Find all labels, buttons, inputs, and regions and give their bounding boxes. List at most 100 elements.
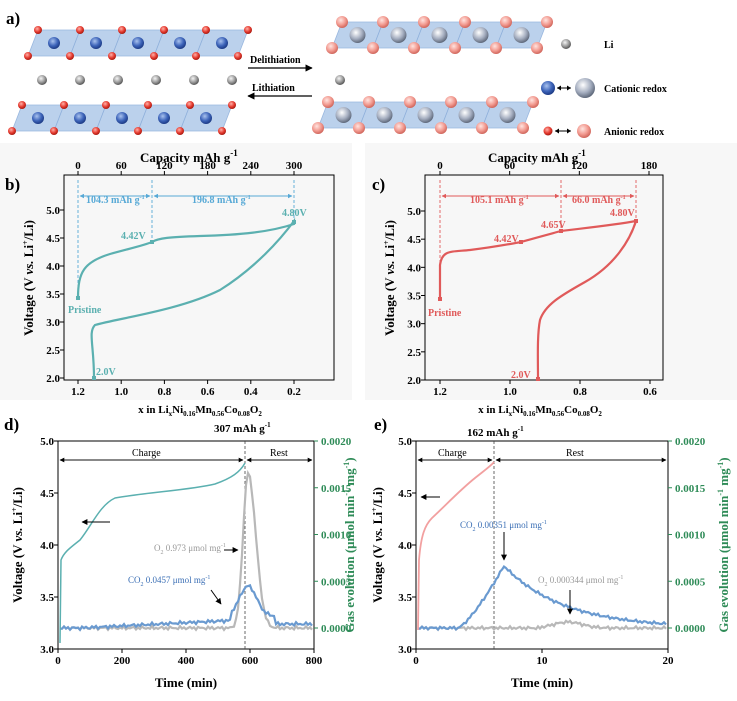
cationic-redox-icon (575, 78, 595, 98)
tick-label: 2.0 (407, 375, 421, 387)
tick-label: 0.8 (158, 386, 172, 398)
oxygen-atom (144, 101, 152, 109)
oxygen-atom (336, 16, 348, 28)
panel-b-background (0, 143, 352, 400)
tm-atom (116, 112, 128, 124)
panel-c-y-ticks: 2.0 2.5 3.0 3.5 4.0 4.5 5.0 (407, 206, 425, 387)
tick-label: 5.0 (46, 205, 60, 217)
panel-c-point-442: 4.42V (494, 234, 520, 245)
tm-atom (431, 27, 448, 43)
tm-atom (390, 27, 407, 43)
tm-atom (513, 27, 530, 43)
panel-d-xlabel: Time (min) (155, 675, 217, 690)
tick-label: 3.5 (40, 592, 54, 604)
oxygen-atom (408, 42, 420, 54)
panel-c-point-480: 4.80V (610, 208, 636, 219)
panel-d-co2-curve (60, 583, 313, 632)
tick-label: 5.0 (407, 206, 421, 218)
oxygen-atom (60, 101, 68, 109)
tick-label: 3.5 (398, 592, 412, 604)
tm-atom (472, 27, 489, 43)
panel-c-guides (439, 180, 637, 298)
anionic-arrowheads-icon (555, 128, 571, 134)
oxygen-atom (531, 42, 543, 54)
panel-b-x-ticks: 1.2 1.0 0.8 0.6 0.4 0.2 (71, 380, 301, 398)
crystal-lithiated (8, 26, 252, 135)
tick-label: 2.5 (407, 347, 421, 359)
panel-c: c) Capacity mAh g-1 0 60 120 180 2.0 2.5 3.0 3… (365, 143, 737, 418)
tick-label: 1.2 (71, 386, 85, 398)
oxygen-atom (92, 127, 100, 135)
tm-atom (376, 107, 393, 123)
oxygen-atom (18, 101, 26, 109)
tm-atom (48, 37, 60, 49)
panel-d-label: d) (4, 415, 19, 434)
oxygen-atom (234, 52, 242, 60)
tick-label: 0.8 (573, 386, 587, 398)
panel-b-ylabel: Voltage (V vs. Li+/Li) (21, 220, 36, 336)
li-atom (151, 75, 161, 85)
tick-label: 0 (75, 160, 81, 172)
panel-b-point-20: 2.0V (96, 367, 117, 378)
b-marker-442 (150, 240, 154, 244)
tick-label: 2.5 (46, 345, 60, 357)
panel-b: b) Capacity mAh g-1 0 60 120 180 240 300 2.02… (0, 143, 352, 418)
oxygen-atom (517, 122, 529, 134)
b-marker-pristine (76, 296, 80, 300)
oxygen-atom (312, 122, 324, 134)
tick-label: 800 (306, 655, 323, 667)
oxygen-atom (76, 26, 84, 34)
tick-label: 0.0015 (321, 483, 352, 495)
panel-e-ticks: 3.0 3.5 4.0 4.5 5.0 0.0000 0.0005 0.0010 0.0015 0… (398, 436, 706, 667)
oxygen-atom (449, 42, 461, 54)
panel-d-voltage-curve (59, 462, 246, 644)
panel-b-label: b) (5, 175, 20, 194)
tick-label: 400 (178, 655, 195, 667)
tick-label: 4.0 (46, 261, 60, 273)
tick-label: 600 (242, 655, 259, 667)
tick-label: 3.5 (407, 291, 421, 303)
tick-label: 5.0 (40, 436, 54, 448)
tick-label: 0.0000 (675, 623, 706, 635)
tm-atom (132, 37, 144, 49)
tick-label: 3.0 (40, 644, 54, 656)
panel-e-rest-label: Rest (566, 448, 584, 459)
panel-e: e) 162 mAh g-1 3.0 3.5 4.0 4.5 5.0 0.0000 0.00… (370, 415, 731, 690)
panel-c-point-20: 2.0V (511, 370, 532, 381)
panel-e-voltage-curve (417, 461, 495, 631)
li-atom (113, 75, 123, 85)
tick-label: 0 (413, 655, 419, 667)
oxygen-atom (353, 122, 365, 134)
panel-e-yright-label: Gas evolution (μmol min-1 mg-1) (716, 457, 731, 632)
oxygen-atom (160, 26, 168, 34)
tm-atom (158, 112, 170, 124)
tm-atom (335, 107, 352, 123)
tick-label: 0.4 (244, 386, 258, 398)
panel-e-frame (415, 440, 669, 650)
panel-b-xlabel: x in LixNi0.16Mn0.56Co0.08O2 (138, 404, 262, 418)
oxygen-atom (486, 96, 498, 108)
oxygen-atom (394, 122, 406, 134)
c-marker-465 (559, 229, 563, 233)
tick-label: 300 (286, 160, 303, 172)
tick-label: 60 (504, 160, 516, 172)
oxygen-atom (118, 26, 126, 34)
b-marker-20 (92, 376, 96, 380)
c-marker-442 (519, 240, 523, 244)
oxygen-atom (500, 16, 512, 28)
tick-label: 60 (116, 160, 128, 172)
tick-label: 4.0 (398, 540, 412, 552)
tick-label: 4.0 (40, 540, 54, 552)
tick-label: 0.2 (287, 386, 301, 398)
tick-label: 1.2 (433, 386, 447, 398)
tick-label: 1.0 (503, 386, 517, 398)
legend-anionic: Anionic redox (604, 127, 664, 138)
tm-atom (90, 37, 102, 49)
oxygen-atom (404, 96, 416, 108)
oxygen-atom (134, 127, 142, 135)
oxygen-atom (186, 101, 194, 109)
oxygen-atom (228, 101, 236, 109)
panel-b-point-442: 4.42V (121, 231, 147, 242)
panel-a-label: a) (6, 9, 20, 28)
